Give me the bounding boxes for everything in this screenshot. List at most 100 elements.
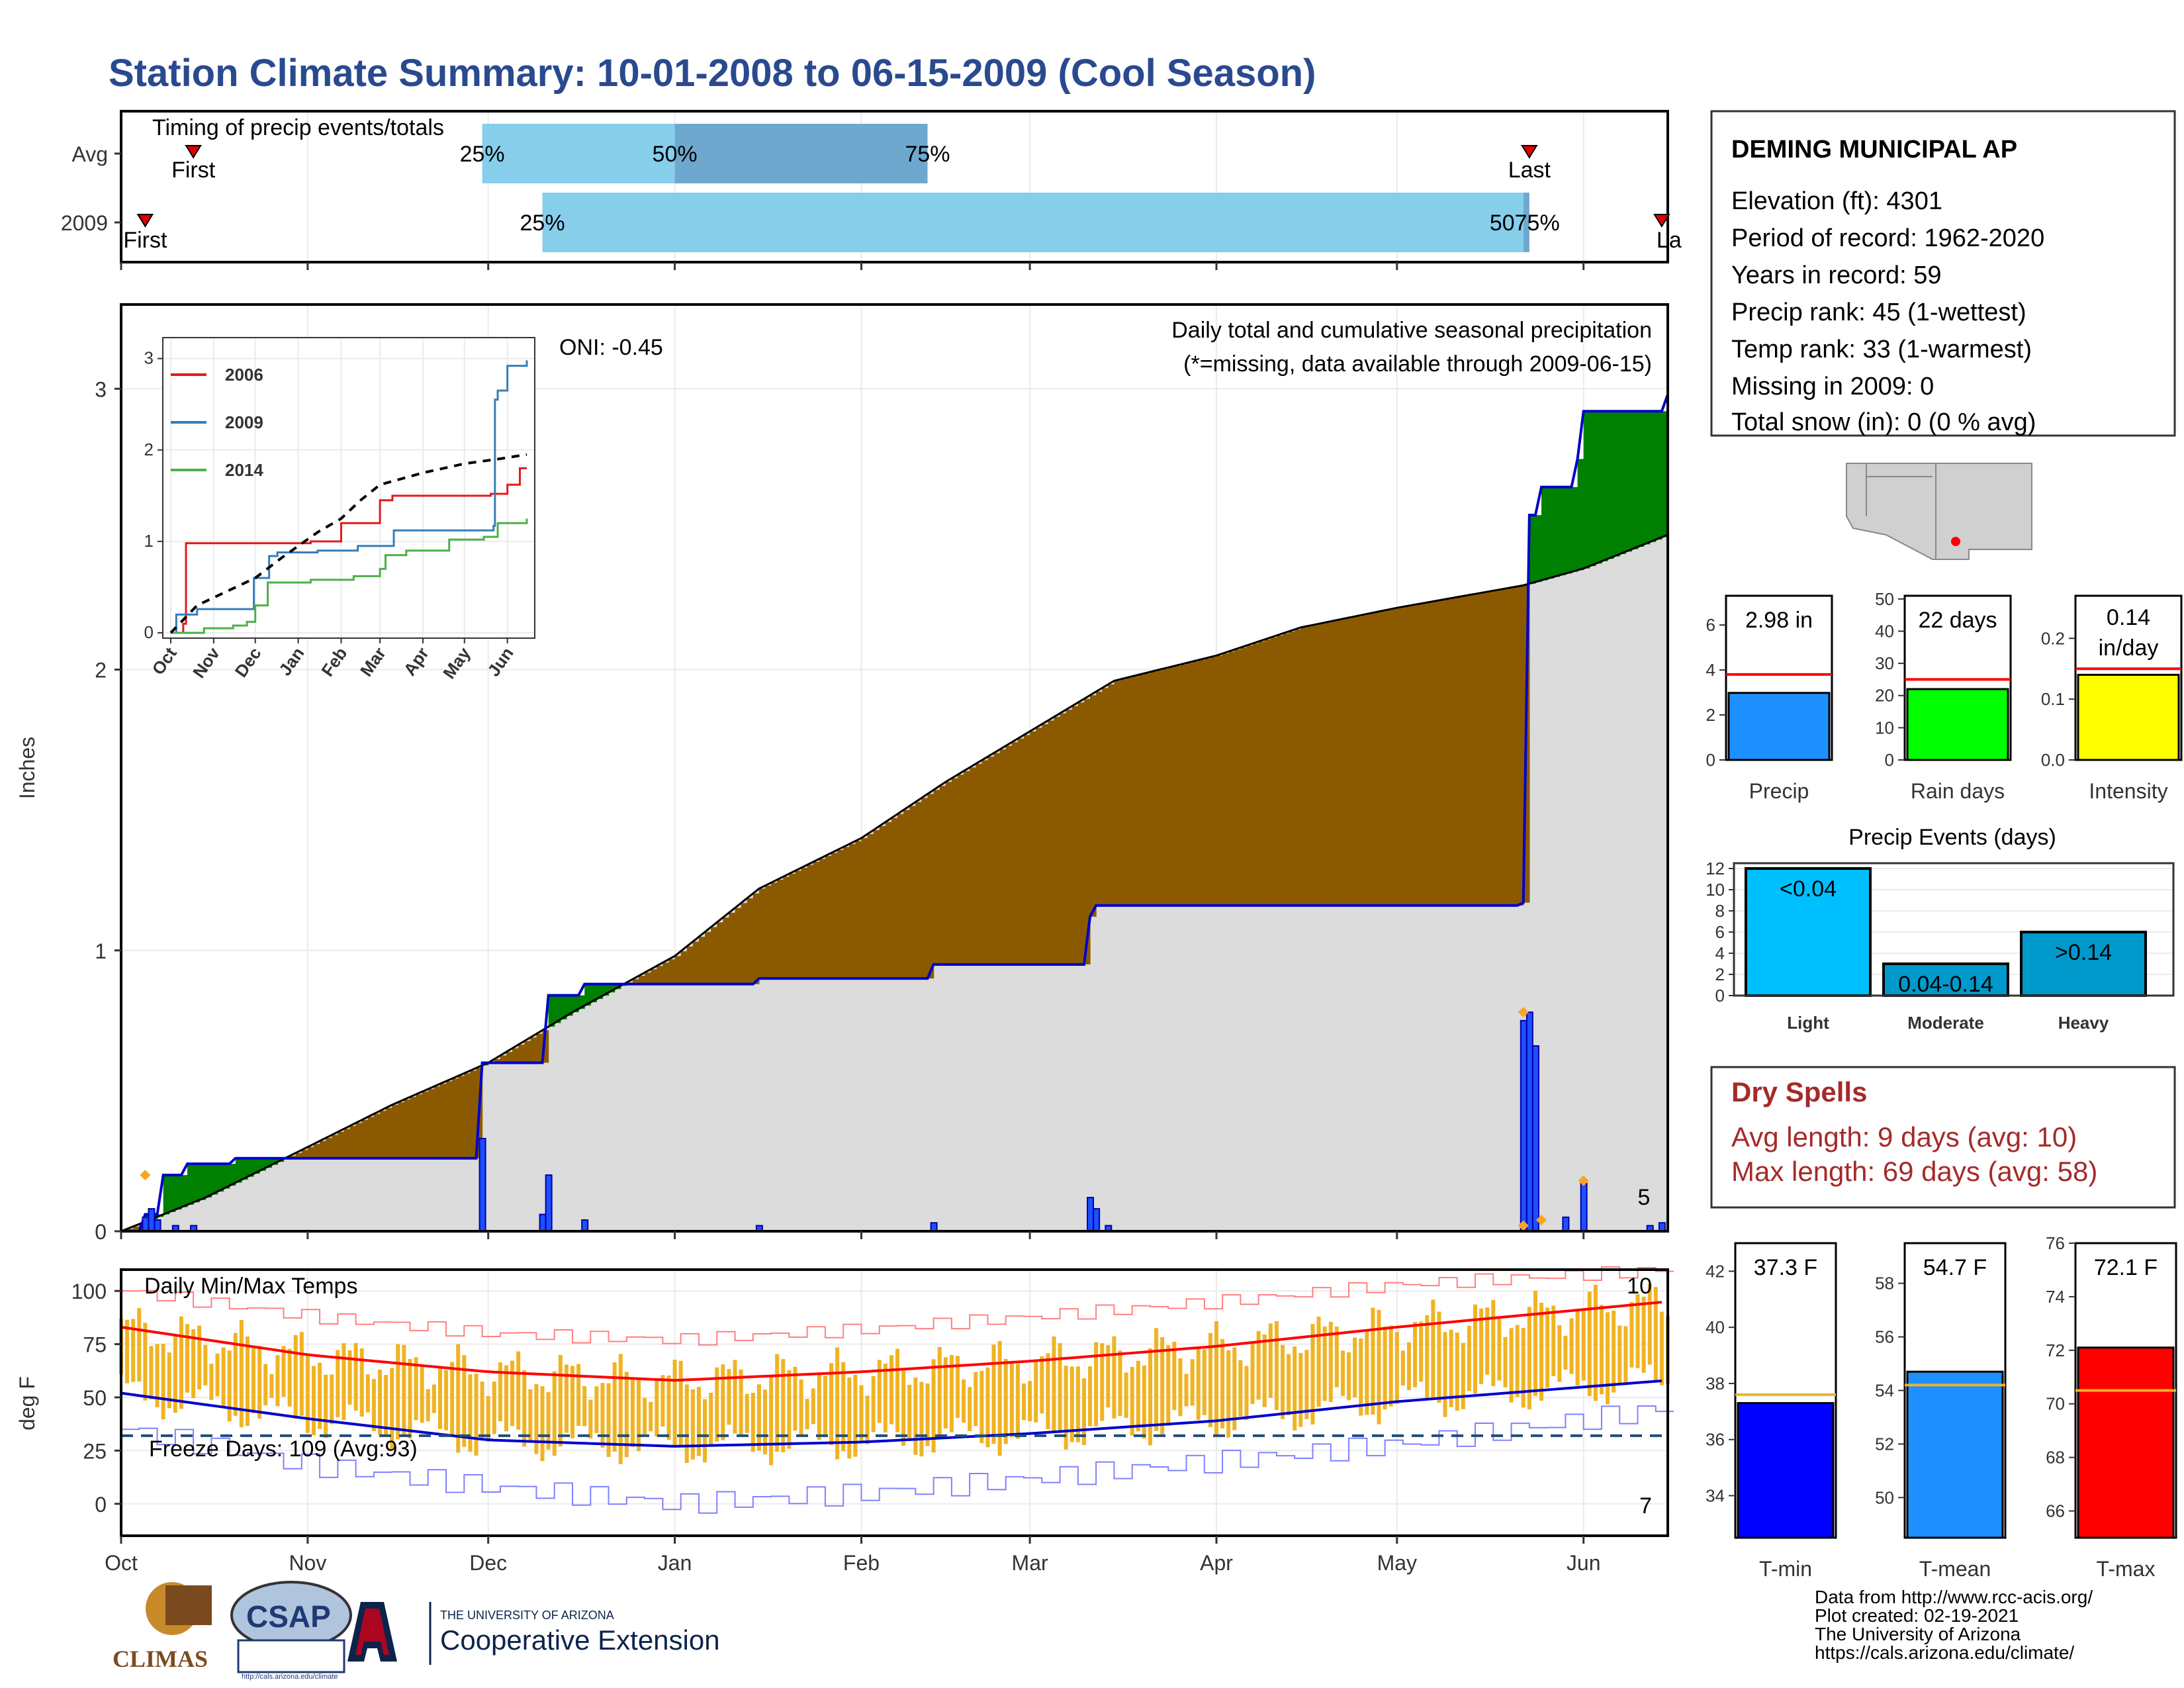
precip-deficit-slice [867, 834, 874, 979]
timing-avg-bar-50-75 [674, 124, 928, 183]
temps-daily-range-bar [167, 1352, 171, 1409]
temps-daily-range-bar [715, 1367, 719, 1442]
precip-deficit-slice [680, 951, 688, 984]
precip-deficit-slice [1011, 742, 1019, 964]
precip-surplus-slice [1595, 411, 1602, 564]
precip-deficit-slice [1210, 657, 1217, 906]
temps-daily-range-bar [510, 1360, 515, 1427]
temps-daily-range-bar [1046, 1353, 1050, 1429]
precip-deficit-slice [849, 844, 856, 979]
inset-legend-label: 2006 [225, 365, 263, 385]
tsum-t-max-y-tick-label: 68 [2046, 1448, 2065, 1468]
precip-deficit-slice [1083, 698, 1091, 964]
temps-daily-range-bar [1334, 1327, 1339, 1387]
temps-daily-range-bar [1316, 1317, 1321, 1407]
precip-surplus-slice [1547, 487, 1554, 579]
precip-deficit-slice [1168, 667, 1175, 906]
temps-daily-range-bar [1557, 1325, 1562, 1382]
temps-daily-range-bar [1569, 1318, 1574, 1374]
precip-daily-bar [1525, 1011, 1533, 1233]
temps-daily-range-bar [450, 1362, 455, 1435]
precip-deficit-slice [729, 912, 736, 984]
temps-daily-range-bar [1394, 1332, 1399, 1404]
precip-deficit-slice [1349, 618, 1355, 906]
temps-daily-range-bar [1365, 1331, 1369, 1415]
precip-deficit-slice [909, 806, 916, 979]
precip-deficit-slice [1475, 594, 1482, 906]
station-info-box: DEMING MUNICIPAL AP Elevation (ft): 4301… [1710, 110, 2176, 437]
temps-daily-range-bar [871, 1376, 876, 1432]
temps-daily-range-bar [1130, 1366, 1134, 1436]
precip-daily-bar [539, 1213, 547, 1232]
events-x-label: Moderate [1907, 1013, 1984, 1033]
temps-daily-range-bar [336, 1350, 340, 1417]
temps-daily-range-bar [889, 1355, 893, 1425]
precip-surplus-slice [608, 984, 615, 993]
temps-daily-range-bar [907, 1384, 912, 1441]
precip-deficit-slice [1120, 679, 1127, 906]
precip-surplus-slice [572, 995, 579, 1013]
precip-deficit-slice [1439, 600, 1446, 906]
temps-daily-range-bar [125, 1319, 130, 1383]
precip-deficit-slice [964, 771, 970, 964]
precip-deficit-slice [999, 749, 1007, 964]
psum-intensity-label: Intensity [2089, 779, 2167, 803]
temps-daily-range-bar [1094, 1342, 1099, 1427]
precip-deficit-slice [1017, 738, 1024, 964]
temps-daily-range-bar [131, 1319, 136, 1382]
tsum-t-min-y-tick-label: 42 [1706, 1261, 1725, 1281]
precip-deficit-slice [428, 1089, 435, 1158]
footer-line-0: Data from http://www.rcc-acis.org/ [1815, 1587, 2093, 1607]
temps-daily-range-bar [799, 1380, 803, 1436]
temps-x-tick-label: Jun [1567, 1551, 1601, 1575]
temps-daily-range-bar [552, 1371, 557, 1456]
temps-daily-range-bar [739, 1369, 743, 1435]
events-bar-label: 0.04-0.14 [1898, 972, 1993, 997]
temps-daily-range-bar [937, 1346, 942, 1439]
precip-surplus-slice [187, 1164, 194, 1205]
temps-daily-range-bar [1539, 1302, 1544, 1401]
precip-deficit-slice [500, 1055, 507, 1063]
precip-event-marker [1578, 1175, 1589, 1186]
inset-y-tick-label: 0 [144, 622, 154, 642]
timing-title: Timing of precip events/totals [152, 115, 444, 140]
precip-deficit-slice [404, 1100, 411, 1158]
precip-y-axis-label: Inches [15, 737, 39, 799]
precip-deficit-slice [1390, 609, 1398, 906]
temps-daily-range-bar [1359, 1338, 1363, 1416]
psum-precip-bar [1727, 692, 1831, 761]
temps-daily-range-bar [1347, 1352, 1351, 1401]
precip-deficit-slice [320, 1141, 326, 1158]
temps-daily-range-bar [1653, 1287, 1658, 1381]
precip-deficit-slice [723, 917, 730, 984]
temps-daily-range-bar [1371, 1307, 1375, 1415]
precip-deficit-slice [1402, 606, 1410, 906]
precip-deficit-slice [1487, 591, 1494, 906]
precip-deficit-slice [1150, 672, 1157, 906]
temps-daily-range-bar [913, 1377, 918, 1455]
temps-frame [120, 1268, 1669, 1537]
tsum-t-mean-label: T-mean [1919, 1557, 1991, 1581]
precip-deficit-slice [1505, 588, 1512, 906]
temps-daily-range-bar [378, 1369, 383, 1435]
precip-deficit-slice [1258, 641, 1265, 906]
dry-spells-title: Dry Spells [1731, 1076, 1867, 1107]
precip-deficit-slice [1228, 651, 1235, 906]
temps-daily-range-bar [931, 1359, 936, 1453]
precip-deficit-slice [705, 931, 711, 984]
temps-daily-range-bar [955, 1356, 960, 1418]
precip-deficit-slice [530, 1037, 537, 1063]
precip-deficit-slice [1415, 604, 1422, 906]
temps-daily-range-bar [227, 1350, 232, 1422]
psum-intensity-value-num: 0.14 [2107, 605, 2150, 630]
precip-deficit-slice [1330, 621, 1338, 906]
precip-deficit-slice [1427, 602, 1433, 906]
events-y-tick-label: 8 [1715, 901, 1725, 921]
precip-deficit-slice [879, 825, 886, 979]
temps-daily-range-bar [1106, 1345, 1111, 1408]
footer-line-2: The University of Arizona [1815, 1624, 2021, 1644]
inset-y-tick-label: 2 [144, 440, 154, 459]
temps-daily-range-bar [287, 1348, 292, 1407]
temps-daily-range-bar [432, 1384, 436, 1413]
temps-daily-range-bar [293, 1335, 298, 1419]
